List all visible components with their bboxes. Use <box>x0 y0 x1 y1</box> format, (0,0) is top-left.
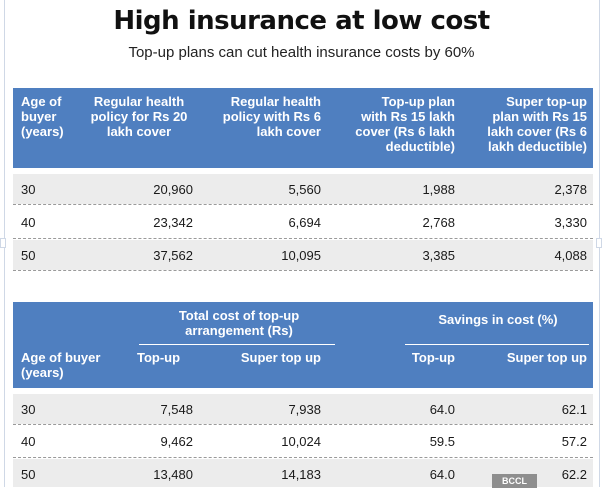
t2-header-age: Age of buyer (years) <box>21 350 100 380</box>
t2-r0-topup-cost: 7,548 <box>160 402 193 417</box>
t2-group-savings: Savings in cost (%) <box>438 312 558 327</box>
t1-header-regular-6: Regular health policy with Rs 6 lakh cov… <box>209 94 321 139</box>
t1-header-topup: Top-up plan with Rs 15 lakh cover (Rs 6 … <box>343 94 455 154</box>
t1-h1-line1: policy for Rs 20 <box>90 109 188 124</box>
t1-h1-line0: Regular health <box>93 94 185 109</box>
t1-header-age: Age of buyer (years) <box>21 94 64 139</box>
t1-h0-line0: Age of <box>21 94 62 109</box>
t1-h0-line1: buyer <box>21 109 57 124</box>
row-divider <box>13 204 593 205</box>
table2-header: Total cost of top-up arrangement (Rs) Sa… <box>13 302 593 388</box>
t2-header-topup-cost: Top-up <box>137 350 181 365</box>
t1-h3-line3: deductible) <box>385 139 455 154</box>
t1-r0-regular20: 20,960 <box>153 182 193 197</box>
t1-h1-line2: lakh cover <box>106 124 172 139</box>
t2-group-savings-rule <box>405 344 589 345</box>
t1-r0-supertopup: 2,378 <box>554 182 587 197</box>
t2-r0-super-savings: 62.1 <box>561 402 587 417</box>
table-row: 40 9,462 10,024 59.5 57.2 <box>13 426 593 456</box>
t1-r1-regular20: 23,342 <box>153 215 193 230</box>
t1-h2-line0: Regular health <box>230 94 321 109</box>
table-row: 30 20,960 5,560 1,988 2,378 <box>13 174 593 204</box>
t2-r2-topup-cost: 13,480 <box>153 467 193 482</box>
t2-group-total: Total cost of top-up arrangement (Rs) <box>139 308 339 338</box>
t1-header-super-topup: Super top-up plan with Rs 15 lakh cover … <box>471 94 587 154</box>
t1-h0-line2: (years) <box>21 124 64 139</box>
t1-r2-topup: 3,385 <box>422 248 455 263</box>
t2-r1-age: 40 <box>21 434 36 449</box>
t2-r2-topup-savings: 64.0 <box>429 467 455 482</box>
t1-h3-line1: with Rs 15 lakh <box>361 109 455 124</box>
t2-group-total-line0: Total cost of top-up <box>178 308 300 323</box>
t1-header-regular-20: Regular health policy for Rs 20 lakh cov… <box>87 94 191 139</box>
table-row: 30 7,548 7,938 64.0 62.1 <box>13 394 593 424</box>
t1-h4-line1: plan with Rs 15 <box>492 109 587 124</box>
t2-r0-age: 30 <box>21 402 36 417</box>
t1-r0-topup: 1,988 <box>422 182 455 197</box>
table-row: 40 23,342 6,694 2,768 3,330 <box>13 207 593 237</box>
t1-r2-regular6: 10,095 <box>281 248 321 263</box>
t2-header-super-savings: Super top up <box>506 350 587 365</box>
row-divider <box>13 238 593 239</box>
page-title: High insurance at low cost <box>113 6 490 36</box>
t2-r2-super-cost: 14,183 <box>281 467 321 482</box>
t2-header-super-cost: Super top up <box>240 350 321 365</box>
t2-age-line0: Age of buyer <box>21 350 101 365</box>
t2-r0-super-cost: 7,938 <box>288 402 321 417</box>
t1-r1-age: 40 <box>21 215 36 230</box>
t1-h2-line1: policy with Rs 6 <box>222 109 321 124</box>
t2-group-total-rule <box>139 344 335 345</box>
edge-handle-right <box>596 238 602 248</box>
t2-group-total-line1: arrangement (Rs) <box>185 323 293 338</box>
row-divider <box>13 270 593 271</box>
t1-r1-regular6: 6,694 <box>288 215 321 230</box>
bccl-watermark: BCCL <box>492 474 537 488</box>
edge-handle-left <box>0 238 6 248</box>
t1-h3-line0: Top-up plan <box>381 94 455 109</box>
t1-h4-line3: lakh deductible) <box>488 139 587 154</box>
t2-r2-super-savings: 62.2 <box>561 467 587 482</box>
t2-age-line1: (years) <box>21 365 64 380</box>
t2-r0-topup-savings: 64.0 <box>429 402 455 417</box>
t1-h4-line0: Super top-up <box>506 94 587 109</box>
t1-r1-topup: 2,768 <box>422 215 455 230</box>
t2-r1-super-cost: 10,024 <box>281 434 321 449</box>
t1-r1-supertopup: 3,330 <box>554 215 587 230</box>
t1-h2-line2: lakh cover <box>256 124 321 139</box>
t1-h4-line2: lakh cover (Rs 6 <box>487 124 587 139</box>
t1-r2-regular20: 37,562 <box>153 248 193 263</box>
t1-r2-age: 50 <box>21 248 36 263</box>
t2-header-topup-savings: Top-up <box>411 350 455 365</box>
t2-r1-topup-cost: 9,462 <box>160 434 193 449</box>
page-subtitle: Top-up plans can cut health insurance co… <box>128 44 475 61</box>
t1-h3-line2: cover (Rs 6 lakh <box>355 124 455 139</box>
row-divider <box>13 424 593 425</box>
t2-r1-topup-savings: 59.5 <box>429 434 455 449</box>
t2-r2-age: 50 <box>21 467 36 482</box>
t1-r2-supertopup: 4,088 <box>554 248 587 263</box>
table-row: 50 37,562 10,095 3,385 4,088 <box>13 240 593 270</box>
table1-header: Age of buyer (years) Regular health poli… <box>13 88 593 168</box>
t1-r0-regular6: 5,560 <box>288 182 321 197</box>
t2-r1-super-savings: 57.2 <box>561 434 587 449</box>
t1-r0-age: 30 <box>21 182 36 197</box>
row-divider <box>13 457 593 458</box>
